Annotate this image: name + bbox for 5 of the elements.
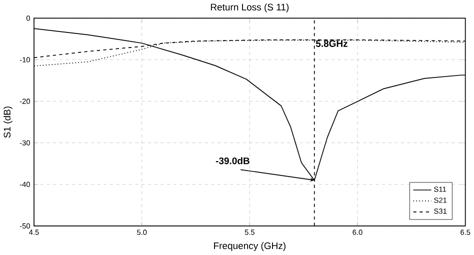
chart-title: Return Loss (S 11): [210, 4, 289, 13]
x-axis-title: Frequency (GHz): [214, 242, 286, 252]
ref-line-label: 5.8GHz: [316, 40, 348, 48]
y-axis-title: S1 (dB): [4, 106, 12, 138]
annotation: -39.0dB: [216, 157, 250, 164]
